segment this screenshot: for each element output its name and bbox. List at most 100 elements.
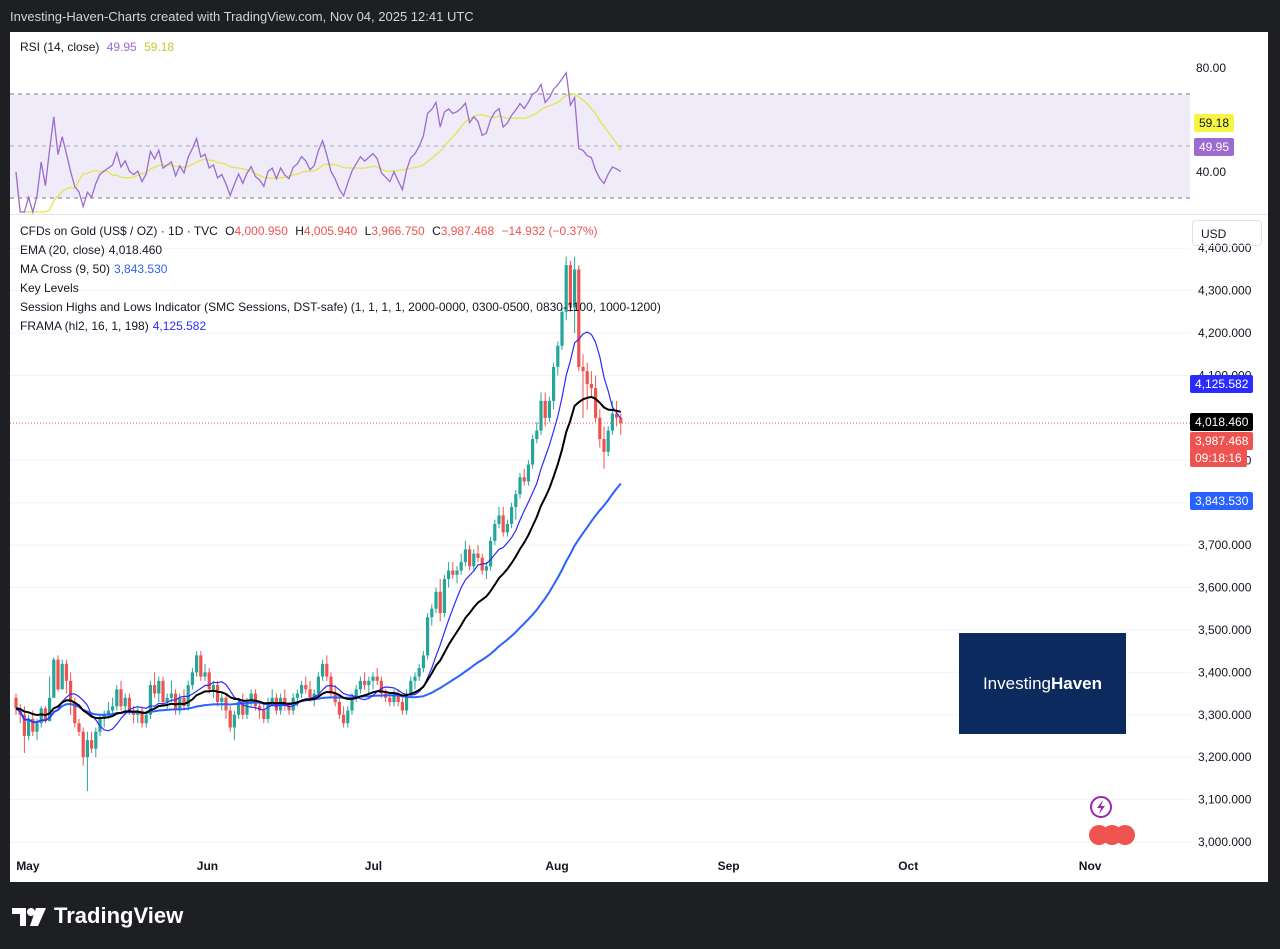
candle-body — [518, 477, 522, 495]
candle-body — [598, 417, 602, 440]
candle-body — [463, 549, 467, 563]
currency-button[interactable]: USD — [1192, 220, 1262, 246]
candle-body — [602, 439, 606, 452]
candle-body — [27, 719, 31, 736]
event-icons[interactable] — [1084, 794, 1144, 854]
candle-body — [174, 693, 178, 711]
candle-body — [237, 702, 241, 715]
ema-value: 4,018.460 — [108, 243, 163, 257]
y-tick-label: 3,400.000 — [1198, 665, 1252, 679]
time-axis[interactable]: May Jun Jul Aug Sep Oct Nov — [10, 852, 1268, 882]
candle-body — [472, 553, 476, 567]
key-levels-legend[interactable]: Key Levels — [20, 281, 79, 295]
candle-body — [35, 723, 39, 732]
rsi-pane[interactable]: 80.00 40.00 — [10, 32, 1268, 214]
candle-body — [186, 685, 190, 707]
rsi-ma-badge: 59.18 — [1194, 114, 1235, 132]
candle-body — [220, 697, 224, 703]
candle-body — [119, 689, 123, 707]
frama-label: FRAMA (hl2, 16, 1, 198) — [20, 319, 149, 333]
candle-body — [31, 719, 35, 732]
low-value: 3,966.750 — [371, 224, 425, 238]
candle-body — [459, 562, 463, 571]
candle-body — [594, 388, 598, 418]
ema-legend[interactable]: EMA (20, close) 4,018.460 — [20, 243, 162, 257]
candle-body — [266, 702, 270, 719]
rsi-line — [15, 71, 622, 214]
candle-body — [493, 523, 497, 541]
candle-body — [426, 617, 430, 656]
candle-body — [350, 697, 354, 711]
chart-header: Investing-Haven-Charts created with Trad… — [0, 0, 1280, 32]
candle-body — [216, 685, 220, 703]
symbol-legend[interactable]: CFDs on Gold (US$ / OZ) · 1D · TVC O4,00… — [20, 224, 598, 238]
candle-body — [85, 740, 89, 758]
candle-body — [514, 494, 518, 507]
candle-body — [325, 663, 329, 677]
candle-body — [363, 680, 367, 686]
candle-body — [585, 371, 589, 384]
candle-body — [547, 400, 551, 418]
rsi-badge: 49.95 — [1194, 138, 1235, 156]
candle-body — [64, 663, 68, 681]
frama-line — [15, 331, 622, 732]
candle-body — [589, 383, 593, 389]
candle-body — [90, 740, 94, 749]
candle-body — [140, 710, 144, 724]
candle-body — [161, 680, 165, 703]
candle-body — [556, 345, 560, 367]
x-tick-label: Jun — [197, 859, 218, 873]
candle-body — [379, 680, 383, 694]
ma-legend[interactable]: MA Cross (9, 50) 3,843.530 — [20, 262, 167, 276]
y-tick-label: 4,300.000 — [1198, 284, 1252, 298]
x-tick-label: Sep — [718, 859, 740, 873]
candle-body — [392, 693, 396, 703]
candle-body — [316, 676, 320, 694]
candle-body — [211, 685, 215, 690]
candle-body — [346, 710, 350, 724]
price-pane[interactable]: 4,400.0004,300.0004,200.0004,100.0004,00… — [10, 215, 1268, 882]
x-tick-label: Nov — [1079, 859, 1102, 873]
tradingview-logo-icon — [12, 908, 46, 926]
x-tick-label: Jul — [365, 859, 382, 873]
y-tick-label: 3,100.000 — [1198, 793, 1252, 807]
candle-body — [169, 693, 173, 698]
rsi-label: RSI (14, close) — [20, 40, 100, 54]
pane-divider[interactable] — [10, 214, 1268, 215]
bolt-glyph — [1097, 800, 1105, 814]
candle-body — [438, 591, 442, 613]
candle-body — [52, 659, 56, 698]
chart-panel[interactable]: 80.00 40.00 RSI (14, close) 49.95 59.18 … — [10, 32, 1268, 882]
candle-body — [190, 672, 194, 686]
candle-body — [127, 697, 131, 711]
candle-body — [22, 714, 26, 736]
open-value: 4,000.950 — [234, 224, 288, 238]
candle-body — [615, 413, 619, 418]
session-legend[interactable]: Session Highs and Lows Indicator (SMC Se… — [20, 300, 661, 314]
ema-badge: 4,018.460 — [1190, 413, 1254, 431]
candle-body — [581, 366, 585, 372]
candle-body — [447, 570, 451, 580]
candle-body — [94, 731, 98, 749]
session-label: Session Highs and Lows Indicator (SMC Se… — [20, 300, 661, 314]
candle-body — [195, 655, 199, 673]
candle-body — [165, 697, 169, 703]
candle-body — [14, 697, 18, 709]
candle-body — [522, 477, 526, 482]
candle-body — [568, 265, 572, 308]
candle-body — [409, 680, 413, 694]
candle-body — [358, 680, 362, 690]
candle-body — [199, 655, 203, 677]
candle-body — [56, 659, 60, 690]
symbol-name: CFDs on Gold (US$ / OZ) · 1D · TVC — [20, 224, 218, 238]
rsi-band — [10, 94, 1190, 198]
candle-body — [123, 697, 127, 707]
frama-legend[interactable]: FRAMA (hl2, 16, 1, 198) 4,125.582 — [20, 319, 206, 333]
rsi-legend[interactable]: RSI (14, close) 49.95 59.18 — [20, 40, 174, 54]
candle-body — [60, 663, 64, 690]
rsi-tick-40: 40.00 — [1196, 165, 1226, 179]
x-tick-label: Aug — [545, 859, 568, 873]
ma-value: 3,843.530 — [114, 262, 168, 276]
candle-body — [388, 697, 392, 703]
y-tick-label: 4,200.000 — [1198, 326, 1252, 340]
